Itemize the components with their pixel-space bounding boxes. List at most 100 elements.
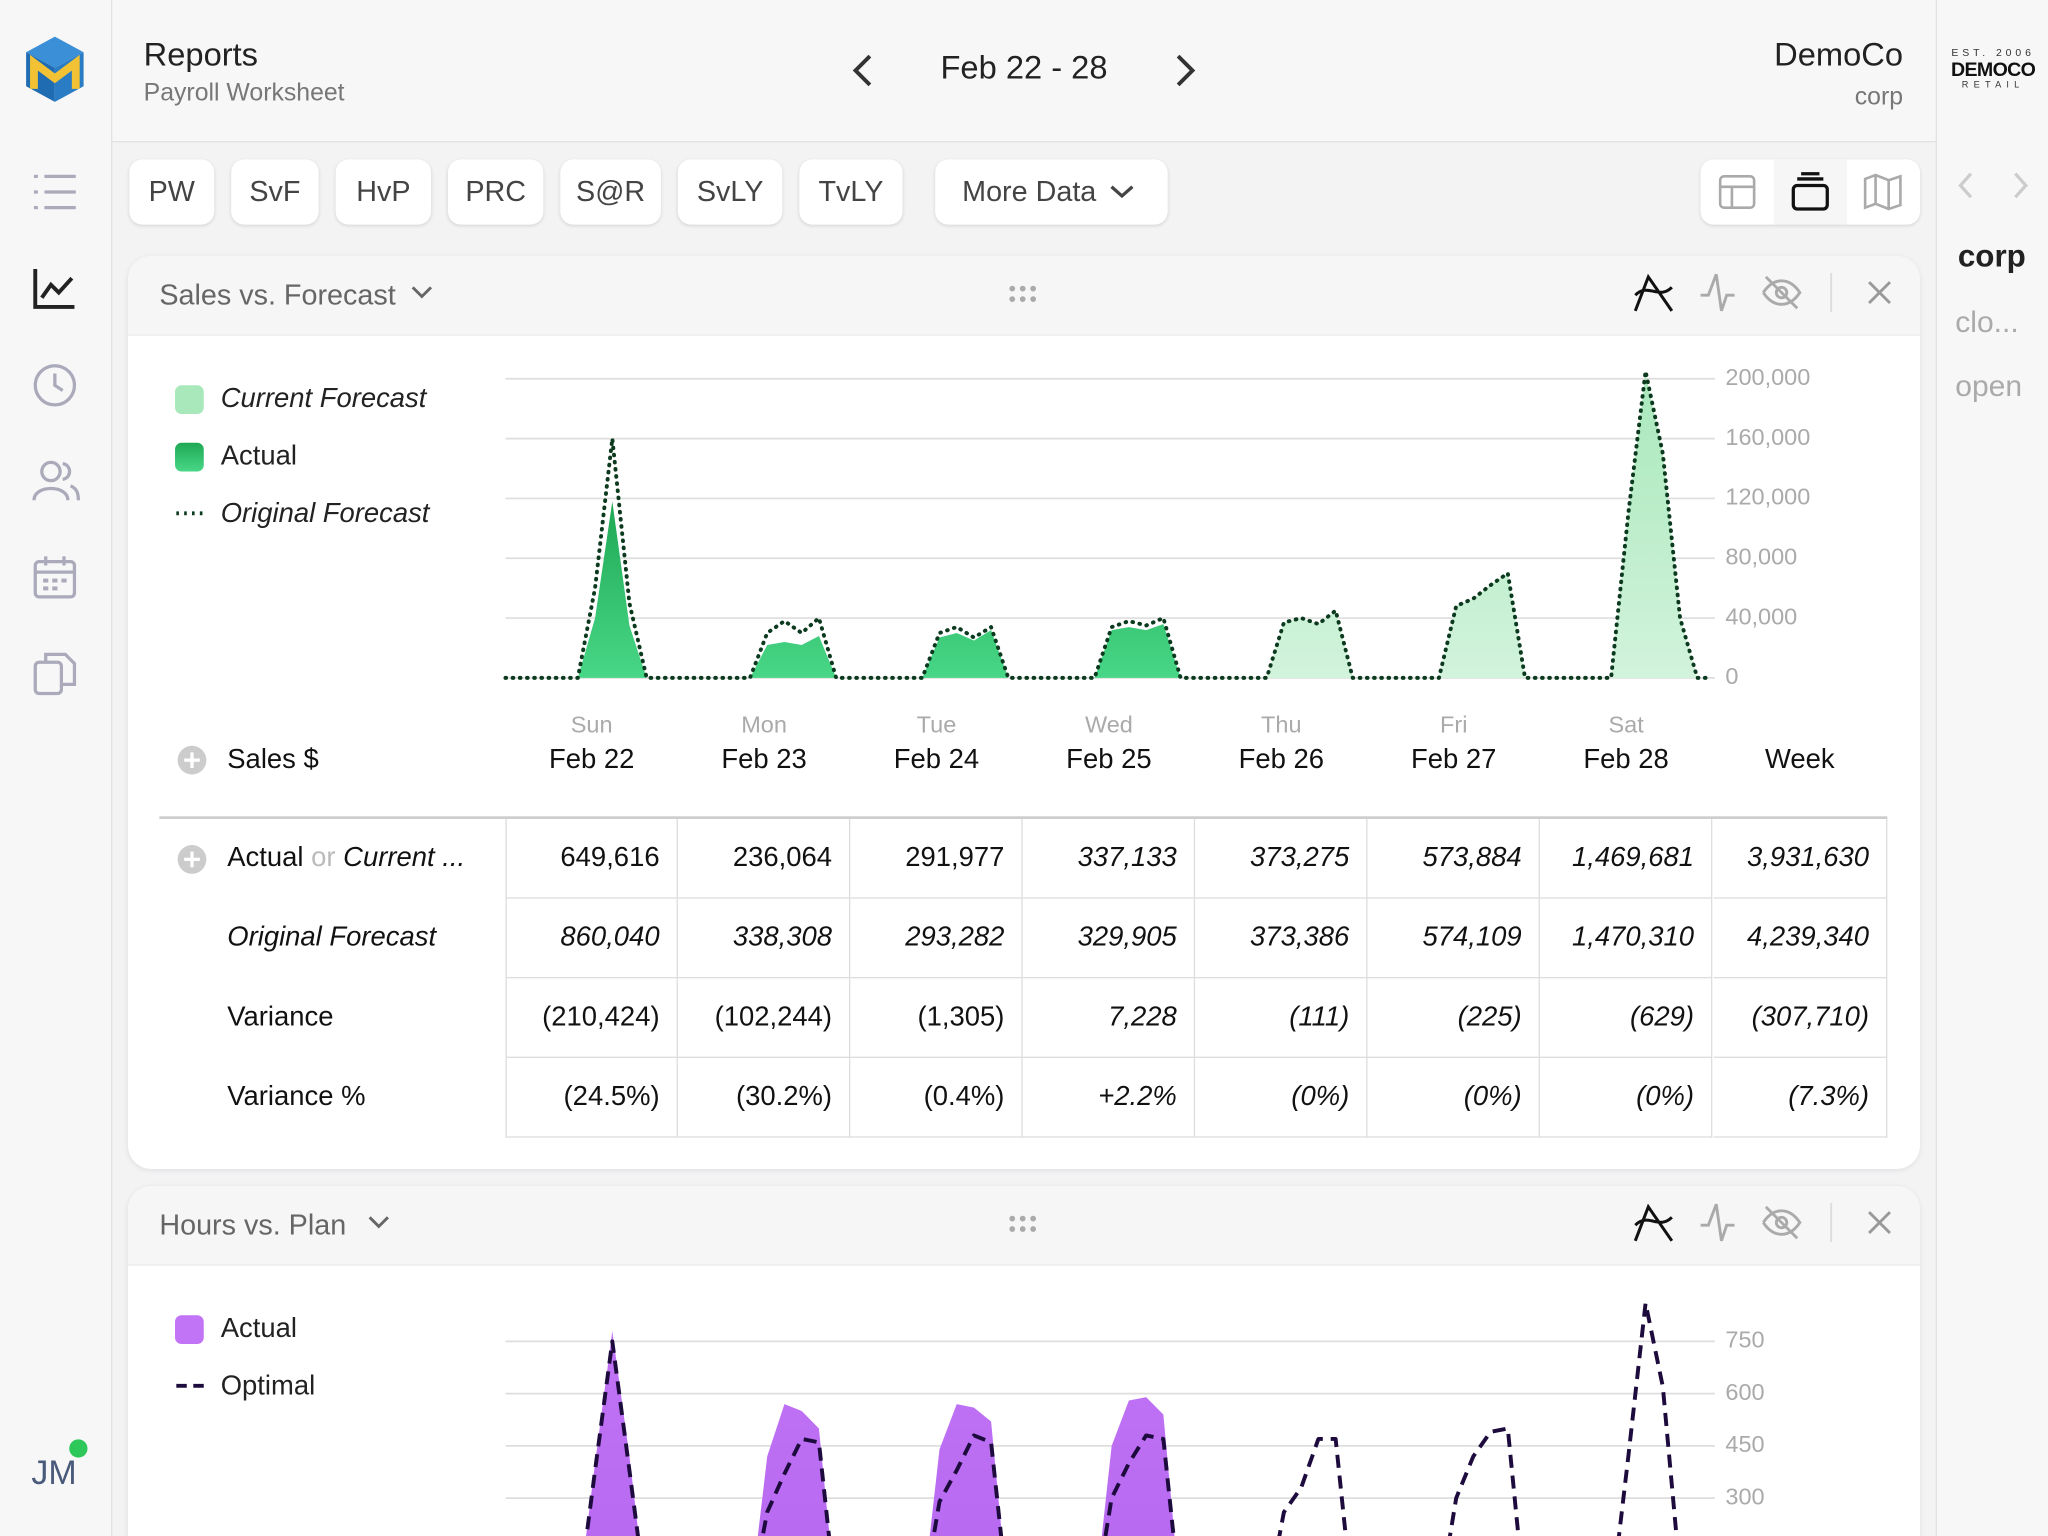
stack-view[interactable] (1773, 159, 1847, 225)
weekday: Sat (1608, 711, 1644, 738)
date-range: Feb 22 - 28 (940, 49, 1108, 87)
column-label: Feb 27 (1410, 744, 1497, 775)
map-view[interactable] (1847, 159, 1920, 224)
tab[interactable]: PW (129, 159, 215, 225)
reports-icon[interactable] (31, 266, 78, 310)
clock-icon[interactable] (31, 362, 78, 409)
cell: (629) (1539, 978, 1713, 1058)
chevron (1110, 185, 1134, 199)
column-label: Feb 25 (1066, 744, 1152, 775)
cell: 1,470,310 (1539, 898, 1713, 979)
weekday: Sun (570, 711, 613, 738)
cell: 337,133 (1022, 818, 1196, 899)
cell: +2.2% (1022, 1057, 1196, 1138)
weekday: Mon (741, 711, 787, 738)
cell: (1,305) (850, 978, 1023, 1058)
cell: (102,244) (677, 978, 851, 1058)
cell: (307,710) (1713, 978, 1888, 1058)
tab[interactable]: SvF (231, 159, 319, 225)
cell: (0%) (1195, 1057, 1368, 1138)
logo-est: EST. 2006 (1951, 47, 2035, 59)
menu-icon[interactable] (31, 172, 78, 211)
header-rule (159, 816, 1888, 819)
row-header: Sales $ (227, 744, 319, 775)
page-subtitle: Payroll Worksheet (143, 79, 345, 108)
more-data[interactable]: More Data (935, 159, 1168, 225)
panel-item[interactable]: clo... (1955, 304, 2019, 339)
row-label-part: or (311, 842, 336, 873)
cell: 373,275 (1195, 818, 1368, 899)
next-week[interactable] (1168, 52, 1202, 89)
panel-title: corp (1957, 239, 2026, 275)
online-dot (69, 1439, 88, 1458)
card-header: Hours vs. Plan (127, 1185, 1920, 1266)
cell: 574,109 (1367, 898, 1540, 979)
cell: 7,228 (1022, 978, 1196, 1058)
hours-card: Hours vs. Plan (127, 1185, 1920, 1536)
calendar-icon[interactable] (31, 554, 78, 601)
weekday: Thu (1261, 711, 1302, 738)
company-sub: corp (1854, 83, 1904, 112)
panel-prev[interactable] (1955, 170, 1976, 201)
row-label: Actual or Current ... (227, 842, 465, 873)
column-label: Feb 28 (1583, 744, 1669, 775)
cell: (30.2%) (677, 1057, 851, 1138)
tab[interactable]: SvLY (677, 159, 783, 225)
card-title[interactable]: Hours vs. Plan (159, 1208, 347, 1241)
left-sidebar: JM (0, 0, 113, 1536)
row-label: Variance (227, 1001, 334, 1032)
user-initials[interactable]: JM (31, 1452, 77, 1492)
table-view[interactable] (1701, 159, 1774, 224)
panel-item[interactable]: open (1955, 368, 2023, 403)
cell: 236,064 (677, 818, 851, 899)
right-panel: EST. 2006 DEMOCO RETAIL corp clo... open (1935, 0, 2048, 1536)
column-label: Feb 24 (893, 744, 980, 775)
cell: 291,977 (850, 818, 1023, 899)
copy-icon[interactable] (31, 649, 78, 696)
card-title[interactable]: Sales vs. Forecast (159, 278, 396, 311)
brand-logo: EST. 2006 DEMOCO RETAIL (1937, 47, 2048, 90)
cell: 293,282 (850, 898, 1023, 979)
column-label: Feb 26 (1238, 744, 1324, 775)
panel-next[interactable] (2010, 170, 2031, 201)
cell: 329,905 (1022, 898, 1196, 979)
cell: 338,308 (677, 898, 851, 979)
logo[interactable] (24, 34, 89, 107)
cell: 4,239,340 (1713, 898, 1888, 979)
cell: 649,616 (505, 818, 678, 899)
expand-button[interactable] (176, 744, 207, 775)
cell: 860,040 (505, 898, 678, 979)
cell: 3,931,630 (1713, 818, 1888, 899)
cell: (7.3%) (1713, 1057, 1888, 1138)
weekday: Fri (1439, 711, 1468, 738)
weekday: Tue (916, 711, 957, 738)
cell: 373,386 (1195, 898, 1368, 979)
more-data-label: More Data (962, 175, 1097, 208)
weekday: Wed (1084, 711, 1133, 738)
column-label: Feb 23 (721, 744, 807, 775)
tab[interactable]: TvLY (799, 159, 903, 225)
cell: (24.5%) (505, 1057, 678, 1138)
tab[interactable]: S@R (560, 159, 661, 225)
top-bar: Reports Payroll Worksheet Feb 22 - 28 De… (0, 0, 2048, 143)
tab[interactable]: PRC (447, 159, 544, 225)
cell: 573,884 (1367, 818, 1540, 899)
prev-week[interactable] (846, 52, 880, 89)
company: DemoCo (1774, 36, 1904, 74)
logo-tagline: RETAIL (1961, 80, 2025, 91)
expand-button[interactable] (176, 844, 207, 875)
row-label: Original Forecast (227, 922, 437, 953)
tab[interactable]: HvP (335, 159, 432, 225)
people-icon[interactable] (31, 457, 81, 504)
row-label-part: Current ... (343, 842, 466, 873)
cell: (225) (1367, 978, 1540, 1058)
column-label: Feb 22 (548, 744, 635, 775)
column-label: Week (1765, 744, 1835, 775)
cell: (111) (1195, 978, 1368, 1058)
cell: (0.4%) (850, 1057, 1023, 1138)
card-header: Sales vs. Forecast (127, 255, 1920, 336)
view-toggle (1700, 159, 1920, 225)
cell: (0%) (1367, 1057, 1540, 1138)
cell: (0%) (1539, 1057, 1713, 1138)
row-label-part: Actual (227, 842, 304, 873)
